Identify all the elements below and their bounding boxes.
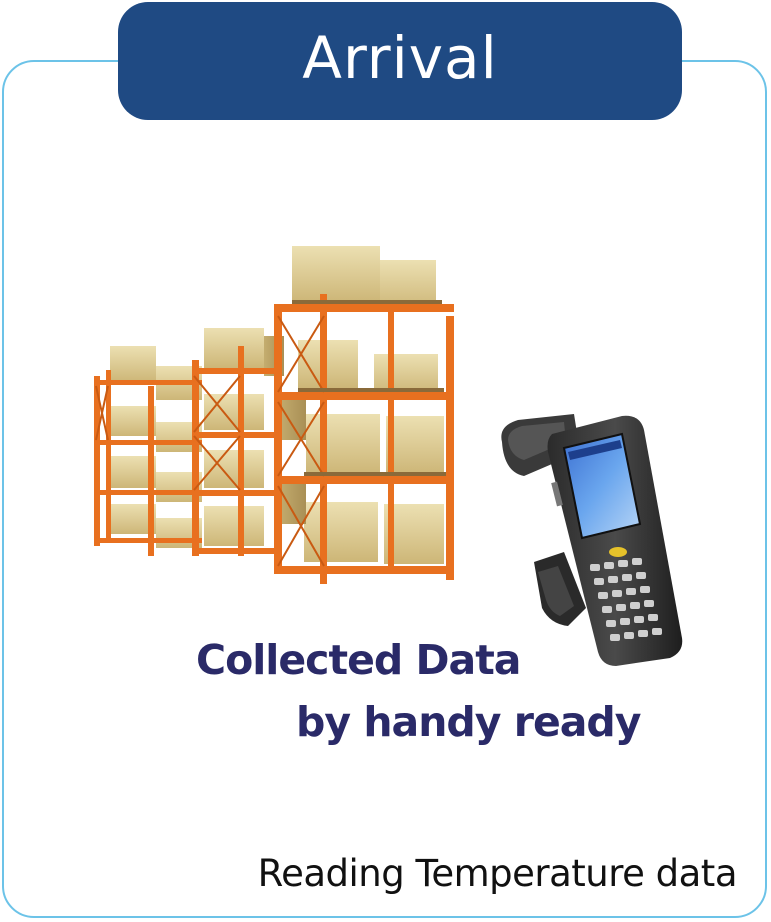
warehouse-rack-icon (94, 246, 454, 584)
caption-line-1: Collected Data (196, 636, 521, 684)
caption-line-2: by handy ready (296, 698, 642, 746)
handheld-scanner-icon (501, 414, 683, 666)
footer-label: Reading Temperature data (257, 852, 738, 895)
title-banner: Arrival (118, 2, 682, 120)
page-title: Arrival (302, 24, 498, 92)
